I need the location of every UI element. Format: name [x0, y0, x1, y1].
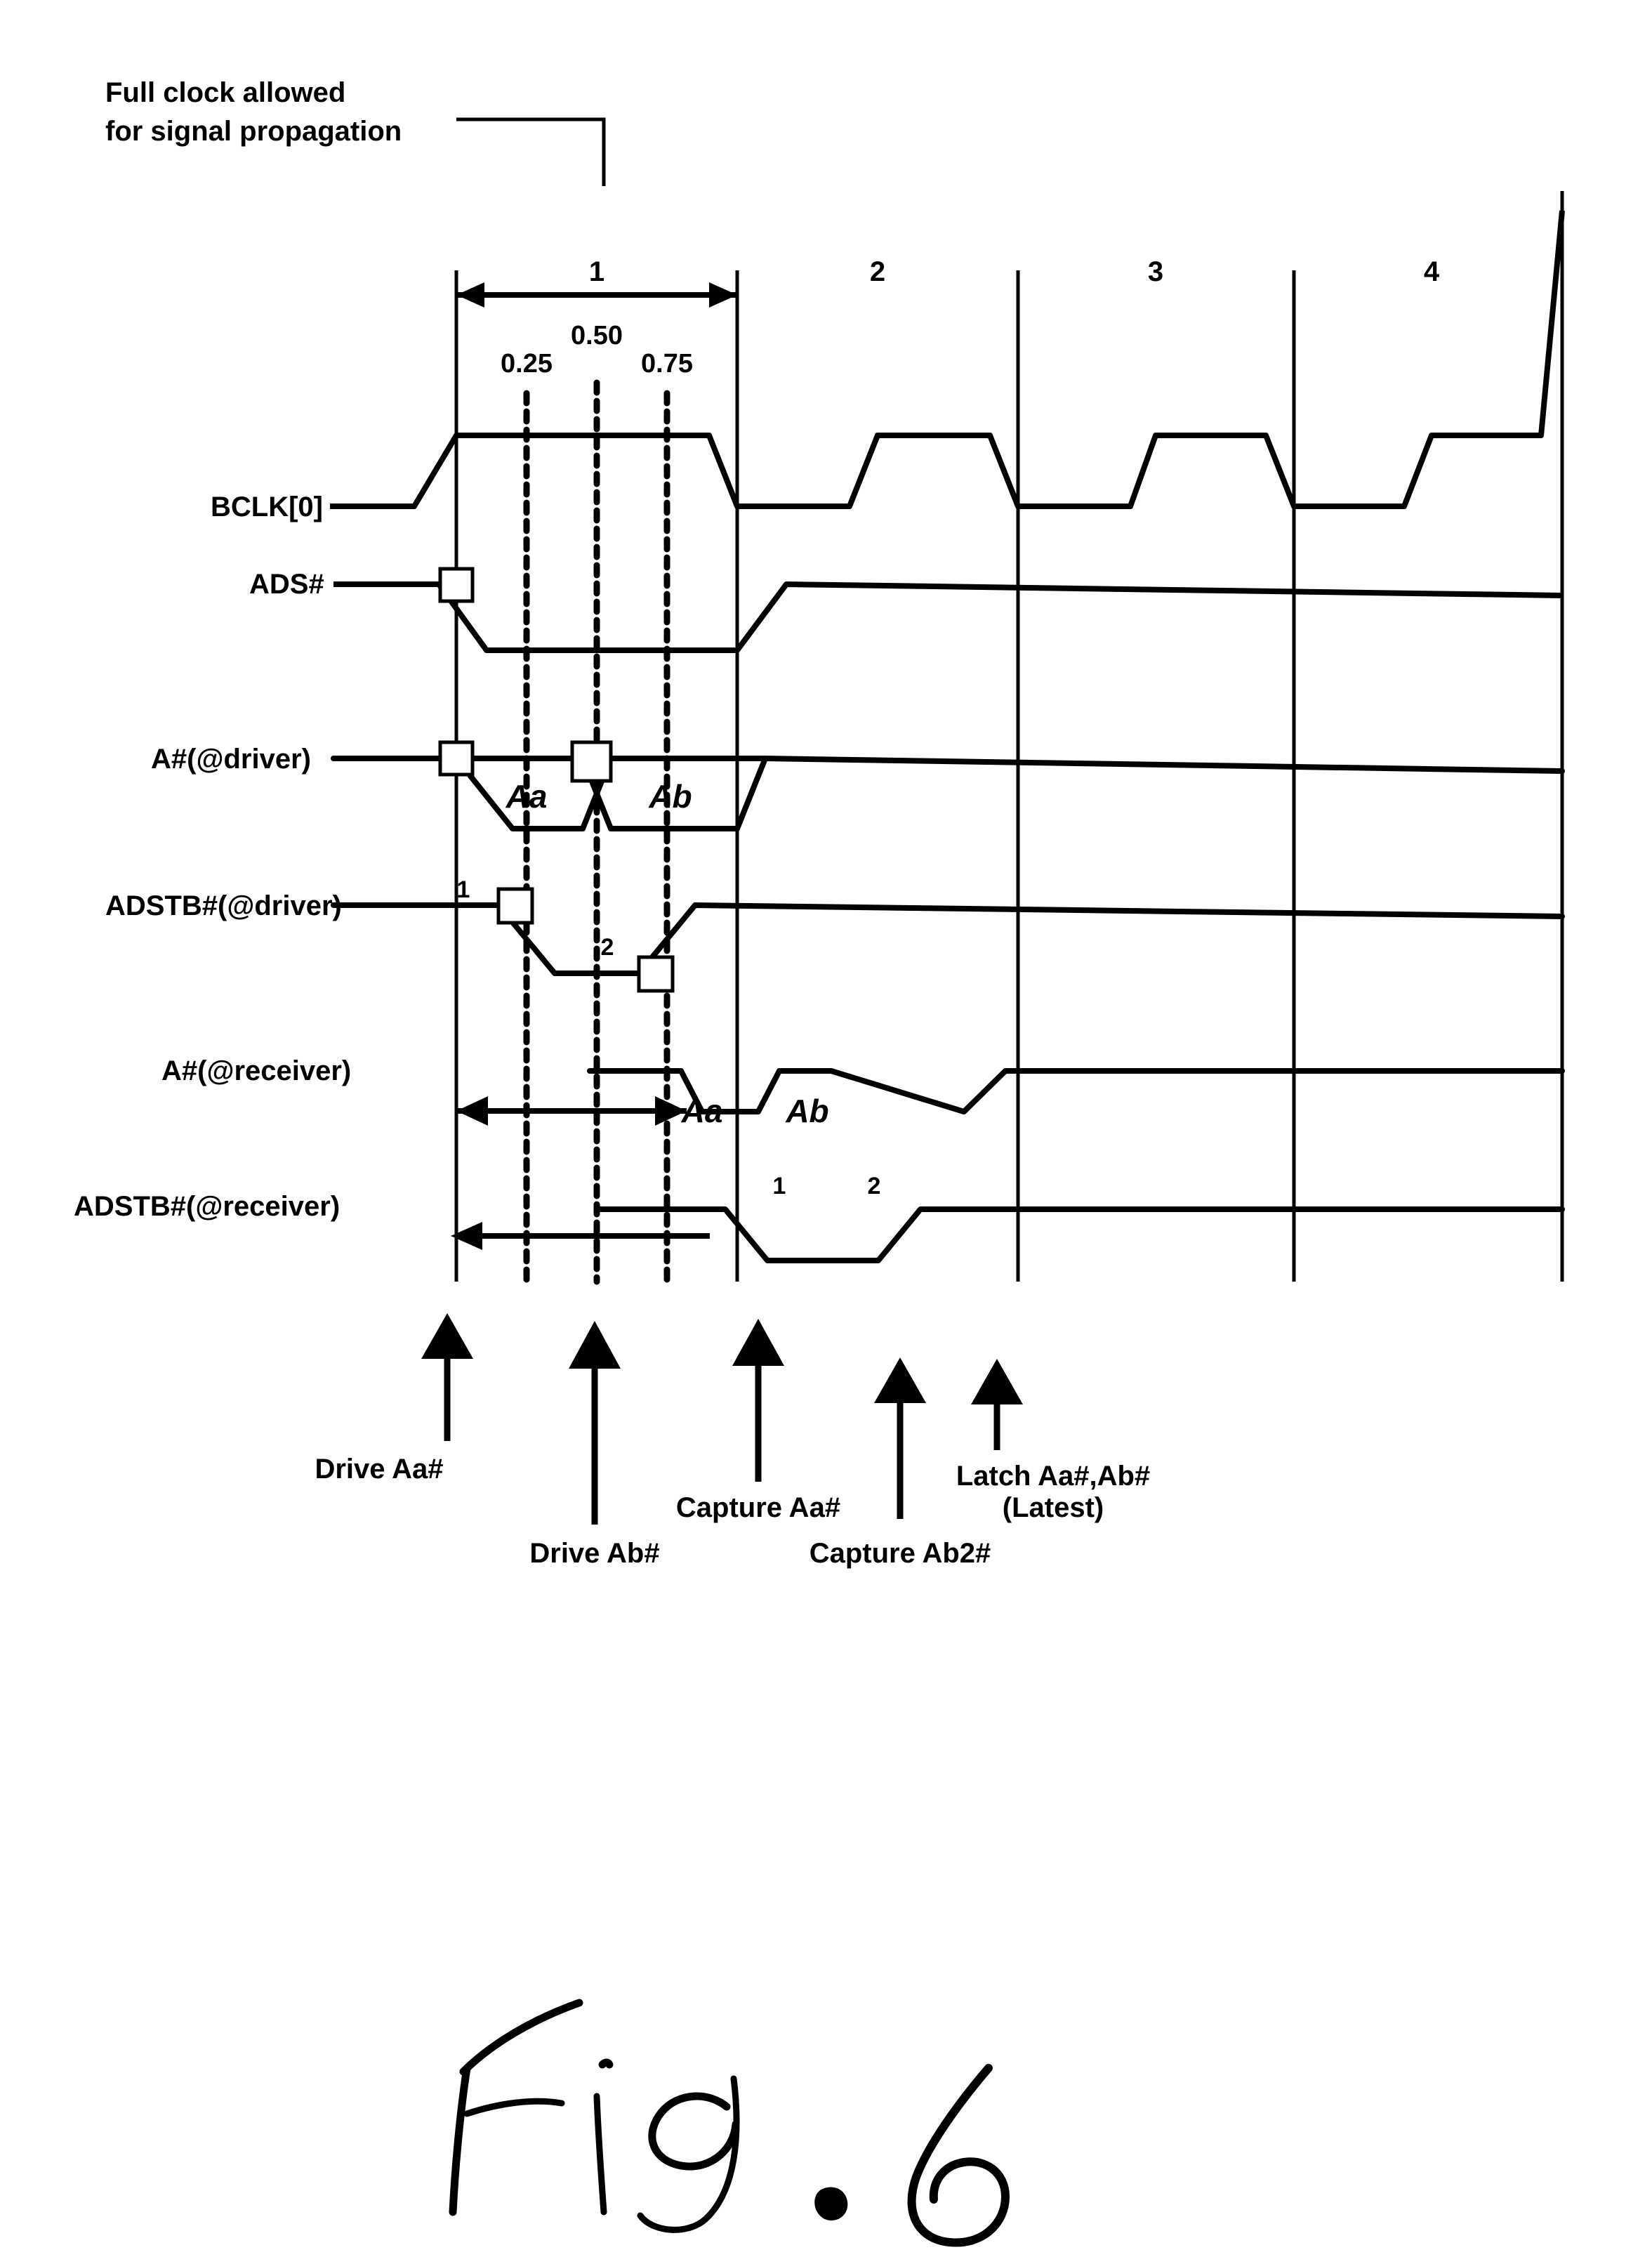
- svg-text:BCLK[0]: BCLK[0]: [211, 492, 323, 522]
- svg-text:ADS#: ADS#: [249, 569, 324, 600]
- svg-text:ADSTB#(@receiver): ADSTB#(@receiver): [74, 1191, 340, 1222]
- svg-text:2: 2: [601, 934, 614, 961]
- svg-text:1: 1: [457, 876, 470, 903]
- svg-text:Ab: Ab: [785, 1093, 828, 1129]
- svg-text:2: 2: [870, 256, 885, 287]
- svg-text:Capture Ab2#: Capture Ab2#: [810, 1538, 991, 1569]
- svg-text:Capture Aa#: Capture Aa#: [676, 1492, 840, 1523]
- svg-text:1: 1: [589, 256, 604, 287]
- svg-text:Drive Ab#: Drive Ab#: [529, 1538, 659, 1569]
- svg-text:1: 1: [773, 1173, 786, 1199]
- svg-text:3: 3: [1148, 256, 1163, 287]
- svg-text:Ab: Ab: [648, 778, 692, 815]
- svg-text:for signal propagation: for signal propagation: [105, 116, 402, 147]
- svg-text:Aa: Aa: [681, 1093, 723, 1129]
- svg-text:A#(@receiver): A#(@receiver): [161, 1055, 351, 1086]
- svg-text:A#(@driver): A#(@driver): [151, 744, 311, 775]
- svg-text:0.50: 0.50: [571, 321, 623, 350]
- svg-text:0.75: 0.75: [641, 349, 693, 379]
- svg-text:Full clock allowed: Full clock allowed: [105, 77, 345, 108]
- svg-text:0.25: 0.25: [501, 349, 553, 379]
- svg-text:4: 4: [1424, 256, 1440, 287]
- svg-text:Latch Aa#,Ab#: Latch Aa#,Ab#: [956, 1461, 1150, 1492]
- svg-text:Drive Aa#: Drive Aa#: [315, 1454, 443, 1485]
- svg-text:(Latest): (Latest): [1003, 1492, 1104, 1523]
- svg-text:Aa: Aa: [505, 778, 548, 815]
- svg-text:2: 2: [868, 1173, 881, 1199]
- svg-text:ADSTB#(@driver): ADSTB#(@driver): [105, 890, 342, 921]
